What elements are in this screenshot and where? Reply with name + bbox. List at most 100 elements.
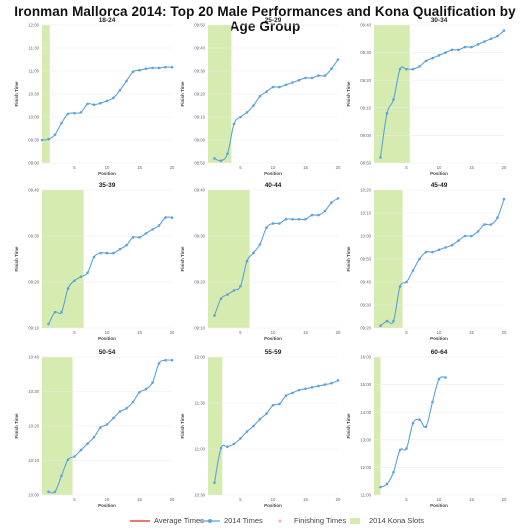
data-point [245,111,249,114]
data-point [411,421,415,425]
x-tick-label: 15 [469,330,474,335]
y-tick-label: 12:00 [28,23,39,28]
data-point [457,239,460,242]
data-point [424,425,428,429]
y-tick-label: 08:50 [194,161,205,166]
y-axis-label: Finish Time [346,246,351,271]
data-point [157,362,161,365]
data-point [151,66,154,70]
y-tick-label: 09:00 [360,133,371,138]
x-tick-label: 5 [405,165,408,170]
data-point [398,448,402,452]
y-axis-label: Finish Time [180,81,185,106]
y-tick-label: 09:20 [360,78,371,83]
data-point [437,54,441,57]
data-point [411,269,415,272]
y-tick-label: 09:10 [360,105,371,110]
data-point [502,29,506,32]
data-point [431,56,434,60]
data-point [151,228,154,231]
panel-title: 55-59 [265,349,282,356]
data-point [323,383,327,386]
data-point [330,67,333,70]
y-tick-label: 09:00 [28,161,39,166]
data-point [105,423,109,426]
data-point [219,446,223,450]
data-point [138,68,141,72]
x-tick-label: 20 [502,330,507,335]
data-point [125,79,128,83]
data-point [284,83,288,87]
panel-title: 45-49 [431,182,448,189]
data-point [392,319,395,323]
data-point [405,67,408,71]
data-point [502,197,506,201]
data-point [157,224,161,227]
x-tick-label: 5 [73,165,76,170]
x-tick-label: 20 [170,165,175,170]
y-tick-label: 09:20 [194,92,205,97]
y-tick-label: 08:50 [360,161,371,166]
panel-18-24: 18-24 09:00 09:30 10:00 10:30 11:00 11:30 12:00… [14,17,175,176]
data-point [53,310,57,314]
data-point [297,217,301,221]
y-axis-label: Finish Time [180,413,185,438]
data-point [450,48,454,52]
data-point [411,67,415,71]
data-point [489,223,493,226]
data-point [170,358,174,362]
data-point [252,104,255,107]
data-point [164,65,167,69]
data-point [310,386,314,389]
data-point [483,40,486,43]
y-tick-label: 09:20 [360,326,371,331]
data-point [239,284,242,288]
data-point [226,293,229,296]
data-point [424,59,428,63]
y-tick-label: 09:40 [28,188,39,193]
data-point [392,470,395,474]
legend-label-average: Average Times [154,516,204,525]
data-point [245,259,249,263]
data-point [317,384,320,388]
x-tick-label: 10 [271,165,276,170]
panel-title: 30-34 [431,17,448,24]
data-point [437,248,441,252]
data-point [79,448,83,452]
data-point [392,98,395,101]
data-point [213,157,216,160]
data-point [131,236,135,239]
series-line [380,376,446,488]
series-line [41,66,173,141]
x-tick-label: 15 [303,330,308,335]
data-point [164,358,167,362]
series-line [213,379,339,483]
panel-title: 35-39 [99,182,116,189]
data-point [112,251,115,255]
data-point [144,232,148,235]
data-point [213,314,216,317]
data-point [66,287,70,290]
data-point [444,246,447,249]
data-point [379,324,382,328]
data-point [232,442,236,446]
y-tick-label: 09:20 [194,280,205,285]
x-axis-label: Position [430,171,448,176]
data-point [138,391,141,394]
panel-title: 25-29 [265,17,282,24]
y-axis-label: Finish Time [14,81,19,106]
data-point [265,90,268,93]
data-point [53,490,57,494]
x-tick-label: 20 [502,497,507,502]
data-point [73,455,76,458]
data-point [60,310,63,314]
data-point [271,404,275,407]
data-point [265,226,268,229]
series-line [214,59,339,162]
data-point [278,85,281,89]
x-tick-label: 10 [437,165,442,170]
data-point [99,426,102,429]
y-tick-label: 11:30 [195,401,206,406]
y-tick-label: 09:50 [194,23,205,28]
panel-50-54: 50-54 10:00 10:10 10:20 10:30 10:40 5 10 15 20 Pos… [14,349,175,508]
